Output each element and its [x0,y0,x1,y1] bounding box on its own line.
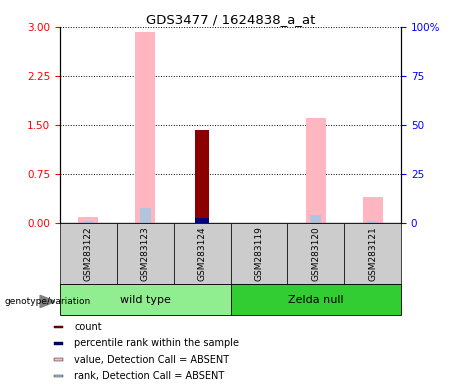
Bar [195,130,209,223]
Text: GSM283124: GSM283124 [198,226,207,281]
Bar [230,223,287,284]
Bar [54,326,63,328]
Bar [135,32,155,223]
Bar [78,217,98,223]
Text: Zelda null: Zelda null [288,295,343,305]
Text: GSM283122: GSM283122 [84,226,93,281]
Bar [195,218,209,223]
Bar [344,223,401,284]
Bar [140,209,151,223]
Bar [54,358,63,361]
Bar [83,221,94,223]
Text: rank, Detection Call = ABSENT: rank, Detection Call = ABSENT [74,371,225,381]
Bar [230,284,401,315]
Title: GDS3477 / 1624838_a_at: GDS3477 / 1624838_a_at [146,13,315,26]
Bar [367,221,378,223]
Text: value, Detection Call = ABSENT: value, Detection Call = ABSENT [74,354,229,364]
Bar [310,215,321,223]
Text: GSM283123: GSM283123 [141,226,150,281]
Bar [54,374,63,377]
Text: GSM283120: GSM283120 [311,226,320,281]
Bar [306,118,326,223]
Bar [174,223,230,284]
Text: GSM283119: GSM283119 [254,226,263,281]
Text: GSM283121: GSM283121 [368,226,377,281]
Polygon shape [40,295,55,308]
Text: genotype/variation: genotype/variation [5,297,91,306]
Bar [287,223,344,284]
Bar [363,197,383,223]
Bar [60,284,230,315]
Bar [54,342,63,344]
Bar [60,223,117,284]
Text: percentile rank within the sample: percentile rank within the sample [74,338,239,348]
Bar [117,223,174,284]
Text: count: count [74,322,102,332]
Text: wild type: wild type [120,295,171,305]
